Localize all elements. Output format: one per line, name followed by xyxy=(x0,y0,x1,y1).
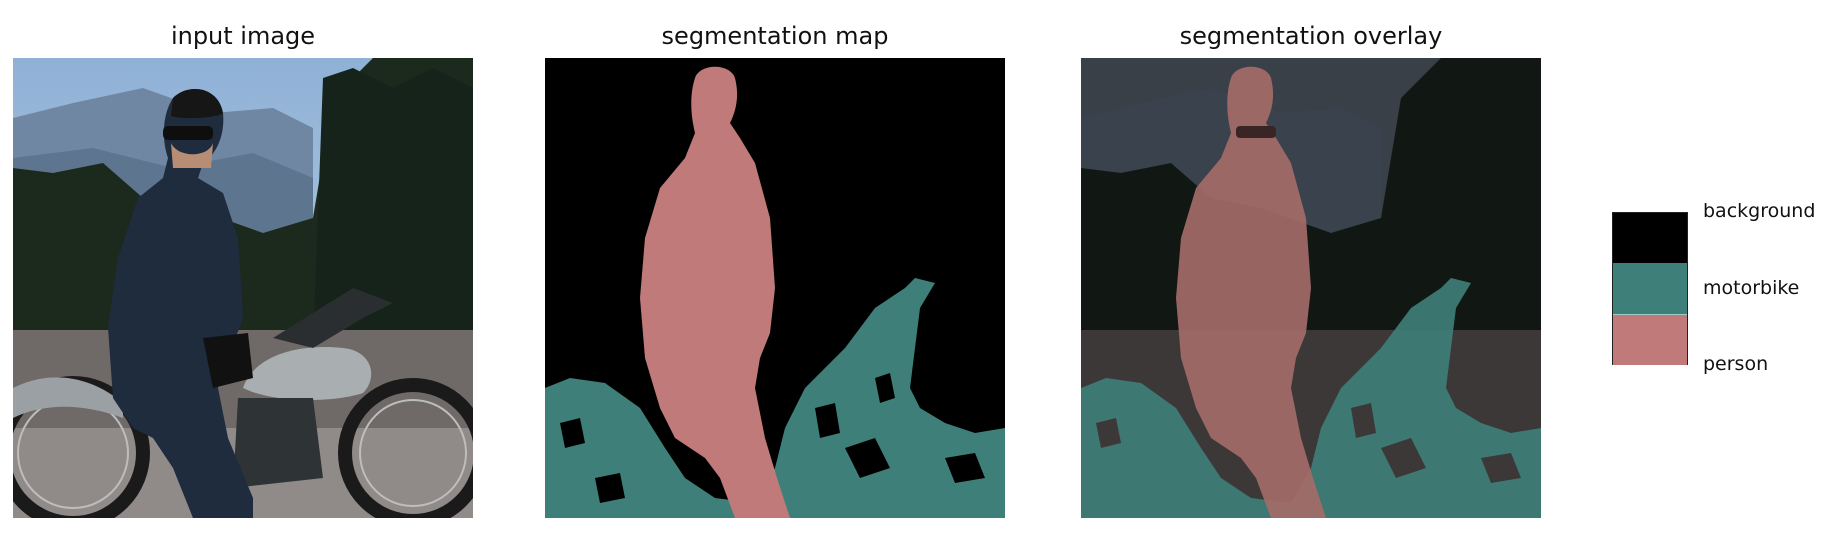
panel-title-input: input image xyxy=(170,22,316,50)
panel-title-overlay: segmentation overlay xyxy=(1179,22,1443,50)
legend-swatch-motorbike xyxy=(1613,263,1687,315)
input-image xyxy=(13,58,473,518)
legend-swatch-person xyxy=(1613,314,1687,365)
legend-swatch-background xyxy=(1613,213,1687,264)
panel-title-segmentation-map: segmentation map xyxy=(661,22,889,50)
legend-label-background: background xyxy=(1703,200,1816,222)
segmentation-map xyxy=(545,58,1005,518)
segmentation-overlay xyxy=(1081,58,1541,518)
legend-label-motorbike: motorbike xyxy=(1703,277,1800,299)
legend-colorbar xyxy=(1612,212,1688,365)
legend-label-person: person xyxy=(1703,353,1769,375)
